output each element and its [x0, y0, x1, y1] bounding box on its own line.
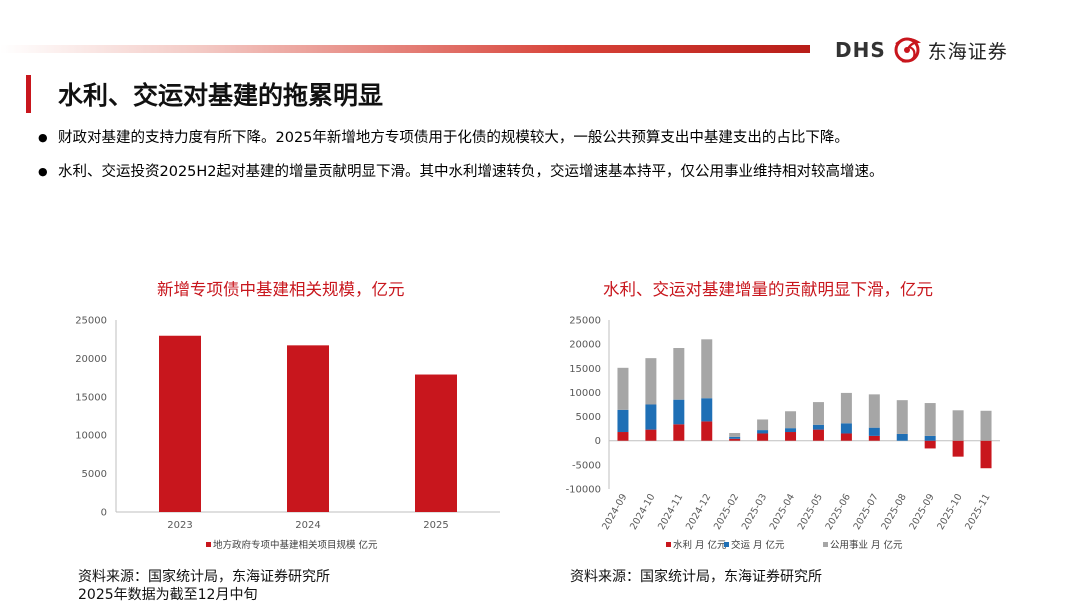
x-tick-label: 2025-04: [768, 492, 797, 532]
bar-segment-2025-04-s2: [785, 411, 797, 429]
bar-segment-2025-07-s2: [868, 394, 880, 428]
x-tick-label: 2025-09: [907, 492, 936, 532]
bar-segment-2025-10-s2: [952, 410, 964, 441]
bar-segment-2025-09-s1: [924, 435, 936, 441]
x-tick-label: 2025-05: [796, 492, 825, 532]
x-tick-label: 2025-11: [963, 492, 992, 532]
bar-segment-2025-06-s2: [840, 392, 852, 424]
bar-segment-2025-10-s0: [952, 440, 964, 457]
bar-segment-2025-02-s2: [729, 432, 741, 437]
bar-2025: [415, 374, 457, 512]
y-tick-label: -10000: [566, 485, 601, 496]
y-tick-label: 5000: [82, 469, 107, 480]
y-tick-label: 20000: [75, 354, 107, 365]
bar-segment-2025-11-s0: [980, 440, 992, 469]
brand-name: 东海证券: [927, 40, 1008, 63]
bar-segment-2025-03-s0: [757, 433, 769, 441]
bar-segment-2024-11-s2: [673, 348, 685, 400]
bar-segment-2024-09-s2: [617, 367, 629, 410]
bar-segment-2024-12-s1: [701, 398, 713, 422]
x-tick-label: 2024: [295, 520, 320, 531]
x-tick-label: 2025-03: [740, 492, 769, 532]
x-tick-label: 2025-08: [879, 492, 908, 532]
bar-segment-2025-07-s1: [868, 427, 880, 436]
brand-logo: DHS 东海证券: [835, 30, 1008, 70]
bullet-item: 财政对基建的支持力度有所下降。2025年新增地方专项债用于化债的规模较大，一般公…: [38, 126, 1018, 150]
bar-segment-2025-06-s0: [840, 433, 852, 441]
y-tick-label: -5000: [572, 460, 601, 471]
bar-segment-2024-11-s0: [673, 424, 685, 441]
bar-segment-2025-09-s0: [924, 440, 936, 449]
y-tick-label: 20000: [569, 340, 601, 351]
legend-label: 公用事业 月 亿元: [830, 539, 903, 551]
y-tick-label: 25000: [75, 316, 107, 327]
bar-segment-2025-04-s1: [785, 428, 797, 433]
chart-title-right: 水利、交运对基建增量的贡献明显下滑，亿元: [603, 280, 933, 299]
logo-text: DHS: [835, 38, 886, 62]
bar-segment-2025-03-s1: [757, 430, 769, 434]
source-note-right: 资料来源：国家统计局，东海证券研究所: [570, 569, 822, 585]
x-tick-label: 2025-06: [824, 492, 853, 532]
bar-segment-2025-09-s2: [924, 403, 936, 436]
bar-segment-2025-02-s1: [729, 436, 741, 439]
bar-segment-2025-05-s2: [812, 402, 824, 425]
source-note-left: 资料来源：国家统计局，东海证券研究所: [78, 569, 330, 585]
title-accent-bar: [26, 75, 31, 113]
bar-segment-2025-08-s1: [896, 433, 908, 441]
bar-segment-2024-09-s1: [617, 409, 629, 433]
x-tick-label: 2023: [167, 520, 192, 531]
data-note-left: 2025年数据为截至12月中旬: [78, 587, 258, 603]
bar-segment-2024-11-s1: [673, 399, 685, 425]
bar-segment-2025-03-s2: [757, 419, 769, 431]
legend-swatch: [724, 542, 729, 547]
y-tick-label: 25000: [569, 316, 601, 327]
x-tick-label: 2024-11: [656, 492, 685, 532]
bar-segment-2025-05-s1: [812, 424, 824, 430]
bar-segment-2025-05-s0: [812, 429, 824, 441]
y-tick-label: 10000: [75, 431, 107, 442]
x-tick-label: 2025-07: [852, 492, 881, 532]
legend-swatch: [666, 542, 671, 547]
legend-label: 地方政府专项中基建相关项目规模 亿元: [213, 539, 378, 551]
bar-segment-2025-11-s2: [980, 410, 992, 441]
bar-segment-2025-02-s0: [729, 438, 741, 441]
header-gradient-bar: [0, 45, 810, 53]
bar-segment-2024-10-s1: [645, 404, 657, 430]
page-title: 水利、交运对基建的拖累明显: [58, 81, 384, 110]
y-tick-label: 5000: [576, 412, 601, 423]
bar-segment-2024-09-s0: [617, 432, 629, 441]
x-tick-label: 2024-09: [600, 492, 629, 532]
legend-swatch: [206, 542, 211, 547]
legend-swatch: [823, 542, 828, 547]
y-tick-label: 0: [595, 436, 601, 447]
bullet-list: 财政对基建的支持力度有所下降。2025年新增地方专项债用于化债的规模较大，一般公…: [38, 126, 1018, 194]
x-tick-label: 2024-12: [684, 492, 713, 532]
x-tick-label: 2025-02: [712, 492, 741, 532]
bullet-item: 水利、交运投资2025H2起对基建的增量贡献明显下滑。其中水利增速转负，交运增速…: [38, 160, 1018, 184]
x-tick-label: 2025-10: [935, 492, 964, 532]
chart-title-left: 新增专项债中基建相关规模，亿元: [157, 280, 405, 299]
y-tick-label: 15000: [569, 364, 601, 375]
y-tick-label: 10000: [569, 388, 601, 399]
bar-2023: [159, 335, 201, 512]
x-tick-label: 2024-10: [628, 492, 657, 532]
legend-label: 水利 月 亿元: [673, 539, 727, 551]
legend-label: 交运 月 亿元: [731, 539, 785, 551]
bar-segment-2025-06-s1: [840, 423, 852, 434]
bar-segment-2025-07-s0: [868, 435, 880, 441]
y-tick-label: 0: [101, 508, 107, 519]
x-tick-label: 2025: [423, 520, 448, 531]
bar-segment-2025-08-s2: [896, 400, 908, 434]
bar-segment-2024-10-s0: [645, 429, 657, 441]
bar-segment-2024-12-s2: [701, 339, 713, 399]
dragon-emblem-icon: [894, 37, 921, 63]
y-tick-label: 15000: [75, 392, 107, 403]
bar-segment-2024-10-s2: [645, 358, 657, 405]
bar-2024: [287, 345, 329, 512]
bar-segment-2025-04-s0: [785, 432, 797, 441]
bar-segment-2024-12-s0: [701, 421, 713, 441]
